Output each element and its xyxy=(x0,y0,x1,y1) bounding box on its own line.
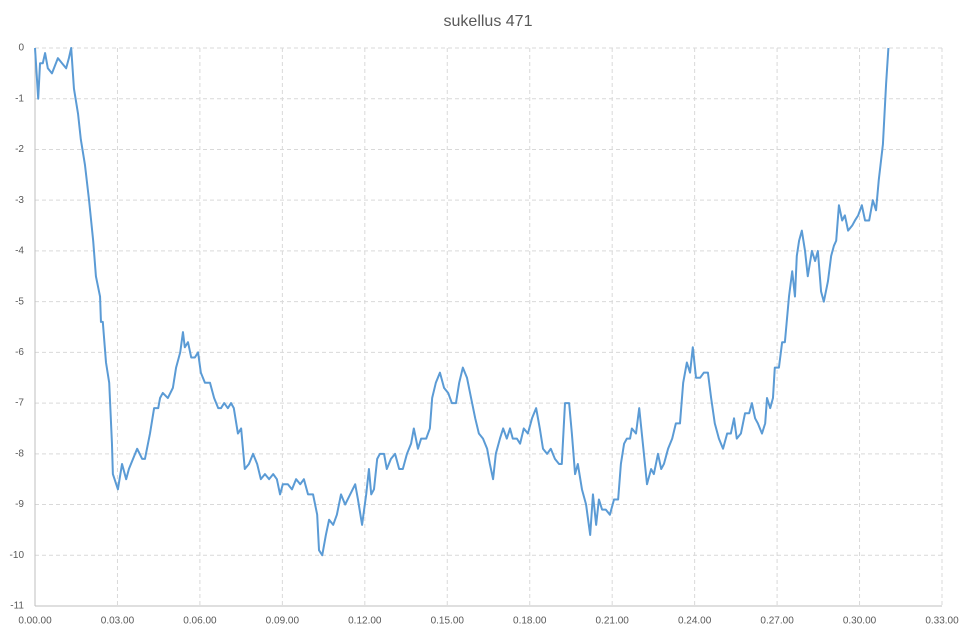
x-tick-label: 0.15.00 xyxy=(431,616,465,627)
y-tick-label: -4 xyxy=(15,246,24,257)
y-tick-label: -3 xyxy=(15,195,24,206)
x-tick-label: 0.09.00 xyxy=(266,616,300,627)
chart-title: sukellus 471 xyxy=(444,13,533,30)
data-line xyxy=(34,47,890,557)
x-tick-label: 0.21.00 xyxy=(595,616,629,627)
x-tick-label: 0.12.00 xyxy=(348,616,382,627)
x-tick-label: 0.06.00 xyxy=(183,616,217,627)
y-tick-label: -7 xyxy=(15,398,24,409)
x-tick-label: 0.30.00 xyxy=(843,616,877,627)
y-tick-label: -1 xyxy=(15,93,24,104)
y-tick-label: -11 xyxy=(10,601,24,612)
y-tick-label: -10 xyxy=(10,550,25,561)
x-tick-label: 0.33.00 xyxy=(925,616,959,627)
x-tick-label: 0.03.00 xyxy=(101,616,135,627)
x-tick-label: 0.00.00 xyxy=(18,616,52,627)
x-tick-label: 0.27.00 xyxy=(760,616,794,627)
y-tick-label: -5 xyxy=(15,296,24,307)
x-tick-label: 0.18.00 xyxy=(513,616,547,627)
y-tick-label: 0 xyxy=(18,43,24,54)
x-tick-label: 0.24.00 xyxy=(678,616,712,627)
y-tick-label: -8 xyxy=(15,448,24,459)
y-tick-label: -9 xyxy=(15,499,24,510)
y-tick-label: -6 xyxy=(15,347,24,358)
y-tick-label: -2 xyxy=(15,144,24,155)
